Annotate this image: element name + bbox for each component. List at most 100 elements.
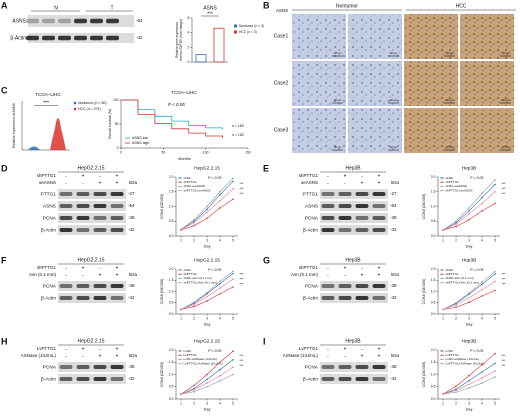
band	[93, 296, 107, 300]
kda-label: -64	[136, 18, 143, 23]
scale-label: 100 μm	[333, 146, 341, 149]
band	[372, 284, 386, 288]
y-tick-label: 100	[113, 98, 119, 102]
significance: ***	[240, 182, 245, 186]
legend-dot	[179, 273, 181, 275]
scale-label: 100 μm	[445, 99, 453, 102]
x-tick-label: 150	[245, 150, 251, 154]
x-axis-label: Months	[178, 157, 191, 161]
x-tick-label: 1	[180, 238, 182, 242]
y-axis-label: Relative gene expression	[175, 22, 179, 58]
y-tick-label: 2.0	[431, 348, 436, 352]
band	[338, 284, 352, 288]
legend-label: HCC (n = 3)	[239, 30, 257, 34]
treatment-sign: -	[344, 272, 346, 278]
blot-strip	[320, 293, 388, 303]
y-tick-label: 0.5	[431, 219, 436, 223]
legend-dot	[441, 362, 443, 365]
band	[372, 228, 386, 232]
scale-label: 100 μm	[445, 52, 453, 55]
legend-swatch	[234, 30, 237, 34]
y-tick-label: 1.5	[431, 278, 436, 282]
blot-strip	[58, 201, 126, 211]
blot-strip	[320, 374, 388, 384]
ihc-image	[404, 108, 458, 153]
y-tick-label: 1.5	[431, 190, 436, 194]
legend-label: shPTTG1+oeASNS	[446, 188, 473, 192]
point	[193, 303, 195, 306]
band	[110, 284, 124, 288]
point	[442, 229, 444, 231]
legend-label: LvPTTG1+ASNase (1IU/mL)	[446, 361, 485, 365]
treatment-sign: +	[378, 265, 381, 271]
panel-label: B	[263, 0, 270, 10]
band	[321, 228, 335, 232]
chart-title: Hep3B	[462, 257, 477, 263]
band	[110, 216, 124, 220]
protein-label: PCNA	[43, 215, 57, 221]
protein-label: β-Actin	[303, 295, 318, 301]
x-tick-label: 5	[494, 238, 496, 242]
point	[193, 218, 195, 221]
point	[455, 304, 457, 306]
point	[468, 218, 470, 221]
band	[355, 365, 369, 369]
significance: ***	[502, 277, 507, 281]
legend-dot	[73, 107, 77, 111]
protein-label: PTTG1	[303, 191, 319, 197]
band	[321, 365, 335, 369]
y-tick-label: 0.5	[169, 385, 174, 389]
band	[59, 228, 73, 232]
panel-label: G	[263, 255, 270, 265]
point	[494, 280, 496, 283]
band	[59, 204, 73, 208]
y-axis-label: CCK8 (OD450)	[422, 361, 426, 387]
bar	[195, 54, 207, 63]
band	[338, 216, 352, 220]
treatment-sign: -	[327, 265, 329, 271]
point	[232, 188, 234, 190]
x-tick-label: 2	[455, 238, 457, 242]
point	[219, 282, 221, 285]
treatment-sign: -	[65, 353, 67, 359]
x-tick-label: 5	[494, 316, 496, 320]
ihc-image	[348, 61, 402, 106]
point	[232, 177, 234, 180]
x-axis-label: Day	[204, 245, 211, 249]
band	[110, 228, 124, 232]
band	[90, 18, 103, 24]
point	[494, 202, 496, 205]
legend-label: Nontumor (n = 50)	[78, 101, 107, 105]
row-label: Case2	[274, 80, 289, 86]
band	[42, 35, 55, 41]
treatment-sign: -	[327, 272, 329, 278]
significance: ***	[502, 192, 507, 196]
p-value: P < 0.05	[470, 268, 483, 272]
band	[90, 35, 103, 41]
x-axis-label: Day	[466, 323, 473, 327]
band	[93, 284, 107, 288]
kda-label: -42	[128, 227, 135, 232]
kda-label: -42	[390, 295, 397, 300]
significance: ***	[240, 277, 245, 281]
panel-label: H	[1, 336, 8, 346]
legend-label: shNC+Asn (0.1 mm)	[184, 276, 212, 280]
legend-dot	[179, 358, 181, 361]
p-value: P < 0.05	[208, 349, 221, 353]
point	[455, 223, 457, 225]
point	[206, 373, 208, 376]
treatment-sign: +	[82, 265, 85, 271]
kda-label: -38	[390, 283, 397, 288]
point	[494, 183, 496, 186]
point	[206, 208, 208, 211]
treatment-sign: +	[378, 272, 381, 278]
x-axis-label: Day	[466, 408, 473, 412]
kda-label: -27	[128, 191, 135, 196]
band	[110, 296, 124, 300]
point	[232, 198, 234, 200]
y-tick-label: 1.0	[169, 289, 174, 293]
y-axis-label: CCK8 (OD450)	[160, 278, 164, 304]
x-tick-label: 2	[193, 238, 195, 242]
point	[206, 295, 208, 298]
band	[321, 204, 335, 208]
